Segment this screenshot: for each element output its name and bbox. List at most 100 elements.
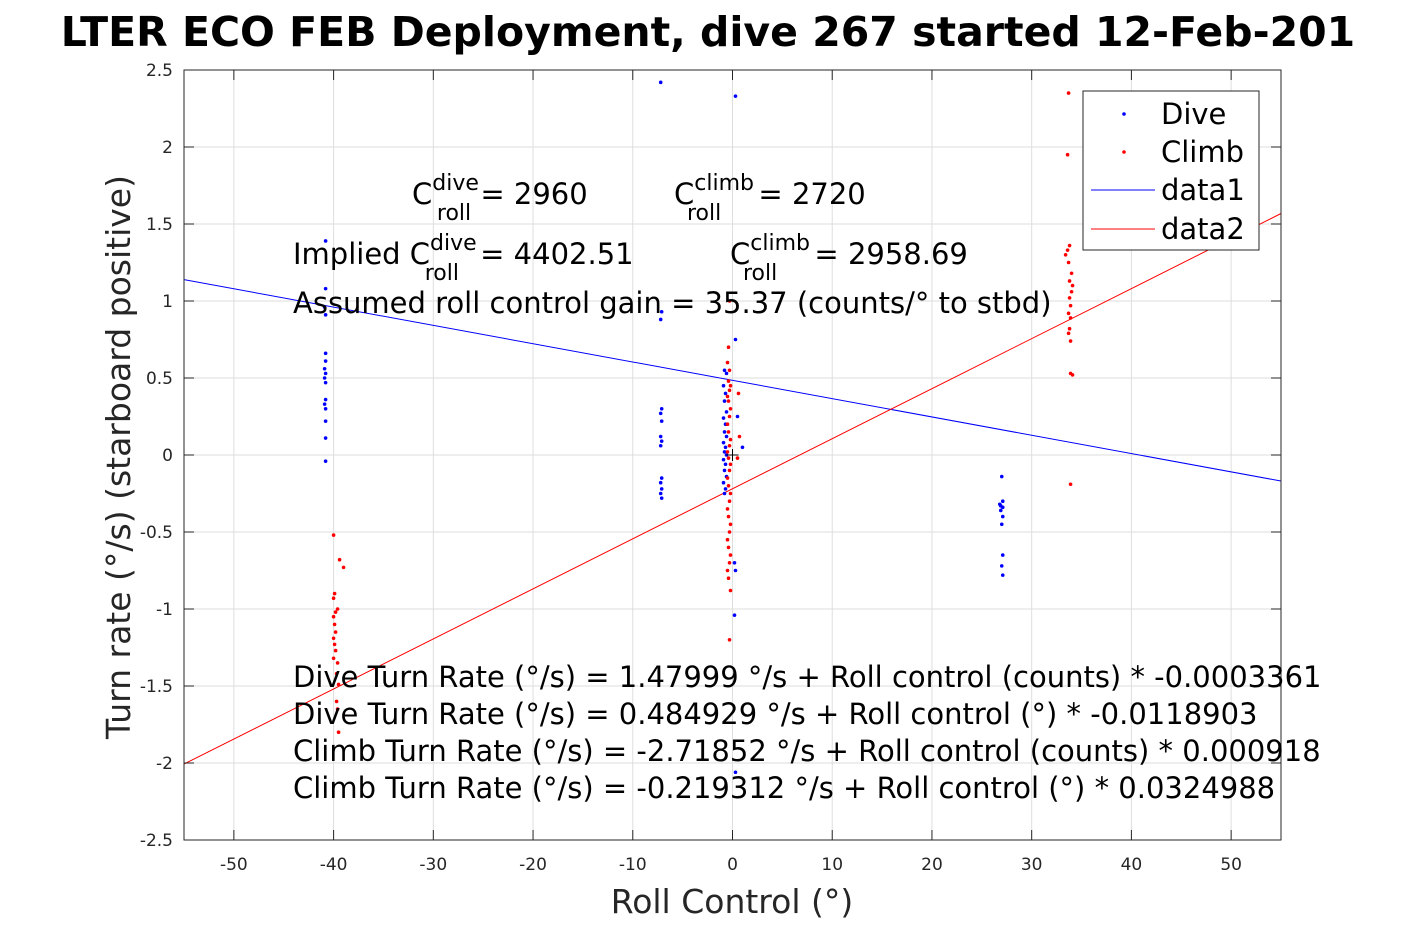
- point-dive: [722, 368, 727, 373]
- point-dive: [733, 568, 738, 573]
- legend-climb-marker: [1122, 150, 1126, 154]
- point-climb: [725, 568, 730, 573]
- point-dive: [659, 476, 664, 480]
- point-dive: [323, 407, 328, 411]
- point-dive: [658, 434, 663, 439]
- point-climb: [1066, 91, 1071, 95]
- point-climb: [726, 379, 731, 383]
- point-climb: [333, 610, 338, 614]
- point-climb: [1070, 283, 1075, 288]
- point-dive: [721, 383, 726, 388]
- point-climb: [1068, 303, 1073, 308]
- point-climb: [1068, 482, 1073, 487]
- x-tick-label: 20: [921, 855, 943, 875]
- point-climb: [728, 553, 733, 557]
- y-axis-label: Turn rate (°/s) (starboard positive): [99, 175, 138, 740]
- point-dive: [724, 371, 729, 376]
- x-tick-label: -50: [220, 855, 248, 875]
- y-tick-label: -0.5: [140, 523, 173, 543]
- point-dive: [323, 313, 328, 317]
- point-dive: [659, 309, 664, 314]
- point-climb: [335, 661, 340, 665]
- legend-climb-label: Climb: [1161, 135, 1244, 169]
- point-climb: [726, 345, 731, 350]
- point-dive: [722, 491, 727, 496]
- x-tick-label: -30: [419, 855, 447, 875]
- point-climb: [735, 456, 740, 460]
- point-climb: [727, 530, 732, 534]
- point-climb: [725, 507, 730, 511]
- point-climb: [1069, 271, 1074, 276]
- point-dive: [721, 440, 726, 445]
- point-dive: [1000, 573, 1005, 577]
- point-dive: [735, 414, 740, 419]
- point-climb: [1065, 152, 1070, 157]
- point-dive: [740, 445, 745, 450]
- point-dive: [721, 480, 726, 485]
- point-climb: [726, 545, 731, 550]
- point-dive: [323, 419, 328, 423]
- point-dive: [658, 317, 663, 322]
- point-climb: [331, 533, 336, 537]
- legend-dive-label: Dive: [1161, 97, 1226, 131]
- point-dive: [733, 337, 738, 342]
- point-dive: [721, 457, 726, 462]
- x-tick-label: 40: [1121, 855, 1143, 875]
- point-climb: [1066, 331, 1071, 336]
- point-climb: [726, 456, 731, 460]
- y-tick-label: 2.5: [146, 61, 173, 81]
- point-climb: [725, 537, 730, 542]
- point-climb: [334, 671, 339, 676]
- y-tick-label: 1.5: [146, 215, 173, 235]
- point-dive: [323, 239, 328, 243]
- chart-title: LTER ECO FEB Deployment, dive 267 starte…: [61, 8, 1355, 56]
- point-dive: [659, 439, 664, 443]
- point-climb: [727, 368, 732, 373]
- point-climb: [332, 591, 337, 596]
- equation-climb-counts: Climb Turn Rate (°/s) = -2.71852 °/s + R…: [293, 734, 1321, 768]
- point-climb: [335, 607, 340, 611]
- x-tick-label: 0: [727, 855, 738, 875]
- y-tick-label: 2: [162, 138, 173, 158]
- point-dive: [721, 416, 726, 420]
- point-dive: [322, 305, 327, 309]
- fit-lines: [183, 213, 1282, 765]
- point-dive: [723, 391, 728, 396]
- point-dive: [722, 468, 727, 473]
- point-climb: [727, 561, 732, 565]
- point-climb: [728, 462, 733, 467]
- point-dive: [658, 480, 663, 485]
- fit-line-data1: [183, 279, 1282, 482]
- point-dive: [659, 419, 664, 423]
- legend-data1-label: data1: [1161, 173, 1245, 207]
- point-dive: [323, 286, 328, 291]
- point-climb: [1067, 279, 1072, 283]
- point-climb: [1063, 253, 1068, 257]
- point-climb: [725, 394, 730, 399]
- x-tick-label: -40: [320, 855, 348, 875]
- point-climb: [1065, 248, 1070, 252]
- point-climb: [726, 399, 731, 403]
- point-climb: [332, 622, 337, 627]
- point-climb: [333, 648, 338, 653]
- point-climb: [1067, 326, 1072, 331]
- scatter-points: [322, 80, 1075, 775]
- point-dive: [732, 613, 737, 617]
- point-dive: [722, 399, 727, 403]
- point-climb: [728, 491, 733, 496]
- point-climb: [333, 630, 338, 634]
- point-dive: [658, 80, 663, 85]
- point-climb: [727, 414, 732, 419]
- point-dive: [733, 770, 738, 775]
- y-tick-label: -2: [156, 754, 173, 774]
- point-climb: [737, 434, 742, 439]
- point-dive: [323, 397, 328, 402]
- point-dive: [323, 436, 328, 440]
- point-climb: [1066, 260, 1071, 265]
- point-dive: [723, 487, 728, 491]
- point-dive: [322, 402, 327, 406]
- point-climb: [1068, 316, 1073, 320]
- implied-dive-annotation: Implied Cdive roll = 4402.51: [293, 231, 634, 286]
- point-climb: [335, 707, 340, 711]
- y-tick-label: -1: [156, 600, 173, 620]
